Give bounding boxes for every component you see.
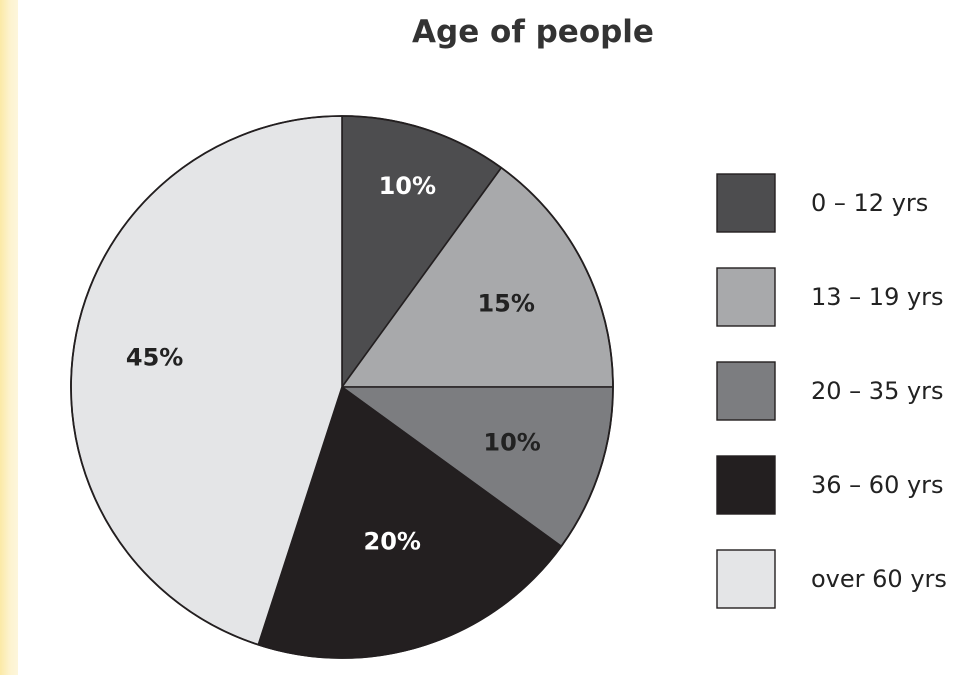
pie-slice-labels: 10% 15% 10% 20% 45% (126, 172, 541, 556)
slice-value-label-4: 20% (364, 528, 421, 556)
pie-slices (70, 115, 614, 659)
legend-swatch-3 (716, 361, 776, 421)
pie-outline (70, 115, 614, 659)
chart-title: Age of people (412, 14, 654, 50)
legend-swatch-4 (716, 455, 776, 515)
slice-value-label-1: 10% (379, 172, 436, 200)
slice-value-label-3: 10% (483, 428, 540, 456)
slice-value-label-2: 15% (477, 289, 534, 317)
legend-swatch-2 (716, 267, 776, 327)
legend-label-4: 36 – 60 yrs (811, 471, 944, 499)
legend: 0 – 12 yrs 13 – 19 yrs 20 – 35 yrs 36 – 60 … (716, 173, 947, 609)
legend-label-5: over 60 yrs (811, 565, 947, 593)
slice-value-label-5: 45% (126, 343, 183, 371)
legend-label-1: 0 – 12 yrs (811, 189, 928, 217)
legend-label-3: 20 – 35 yrs (811, 377, 944, 405)
legend-swatch-1 (716, 173, 776, 233)
legend-swatch-5 (716, 549, 776, 609)
legend-label-2: 13 – 19 yrs (811, 283, 944, 311)
